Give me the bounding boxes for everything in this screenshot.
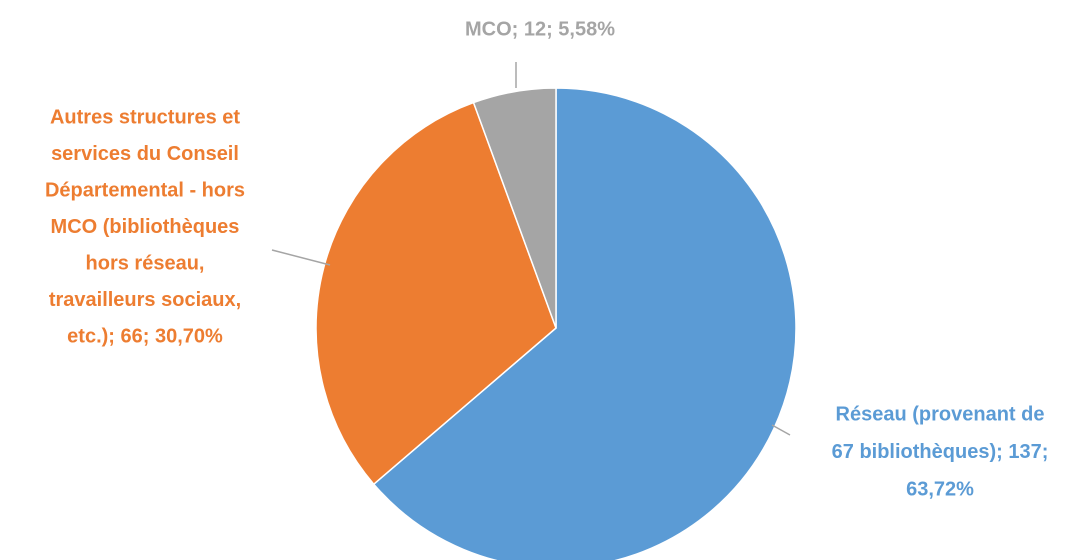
data-label: MCO; 12; 5,58%	[465, 18, 615, 40]
data-label: Réseau (provenant de	[836, 403, 1045, 425]
slices	[315, 87, 797, 560]
data-label: Départemental - hors	[45, 179, 245, 201]
data-label: etc.); 66; 30,70%	[67, 325, 223, 347]
data-label: hors réseau,	[86, 252, 205, 274]
data-label: MCO (bibliothèques	[51, 216, 240, 238]
data-label: Autres structures et	[50, 106, 240, 128]
data-label: services du Conseil	[51, 143, 239, 165]
data-label: 67 bibliothèques); 137;	[832, 441, 1049, 463]
data-label: 63,72%	[906, 478, 974, 500]
pie-slice	[472, 87, 557, 329]
leader-line	[271, 249, 331, 266]
data-label: travailleurs sociaux,	[49, 289, 241, 311]
pie-slice	[315, 101, 557, 486]
leader-line	[771, 424, 791, 436]
